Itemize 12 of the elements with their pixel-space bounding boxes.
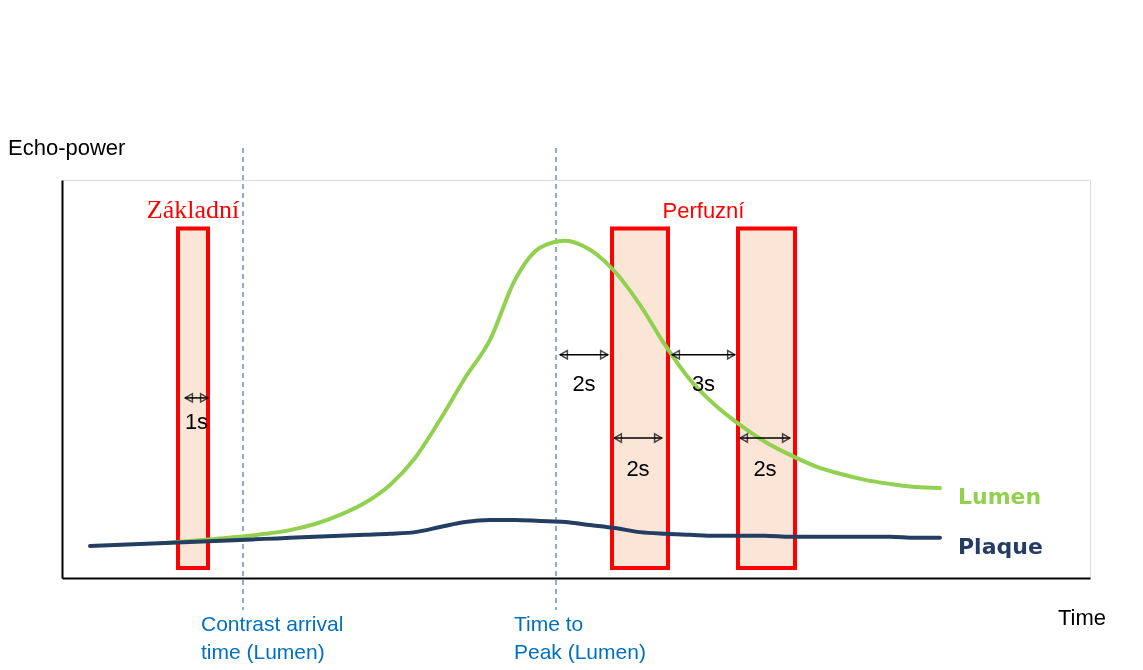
annotation: 2s <box>572 370 596 396</box>
text: Contrast arrival time (Lumen) <box>201 612 344 663</box>
annotation: 3s <box>691 370 716 396</box>
annotation: 2s <box>626 456 650 482</box>
text: Time to Peak (Lumen) <box>514 612 646 663</box>
text: Základní <box>146 194 240 224</box>
series-label: Plaque <box>958 533 1043 559</box>
annotation: 2s <box>753 456 777 482</box>
y-axis-title: Echo-power <box>8 135 126 160</box>
series-label: Lumen <box>958 483 1042 509</box>
x-axis-title: Time <box>1057 605 1107 630</box>
text: Perfuzní <box>662 197 745 223</box>
